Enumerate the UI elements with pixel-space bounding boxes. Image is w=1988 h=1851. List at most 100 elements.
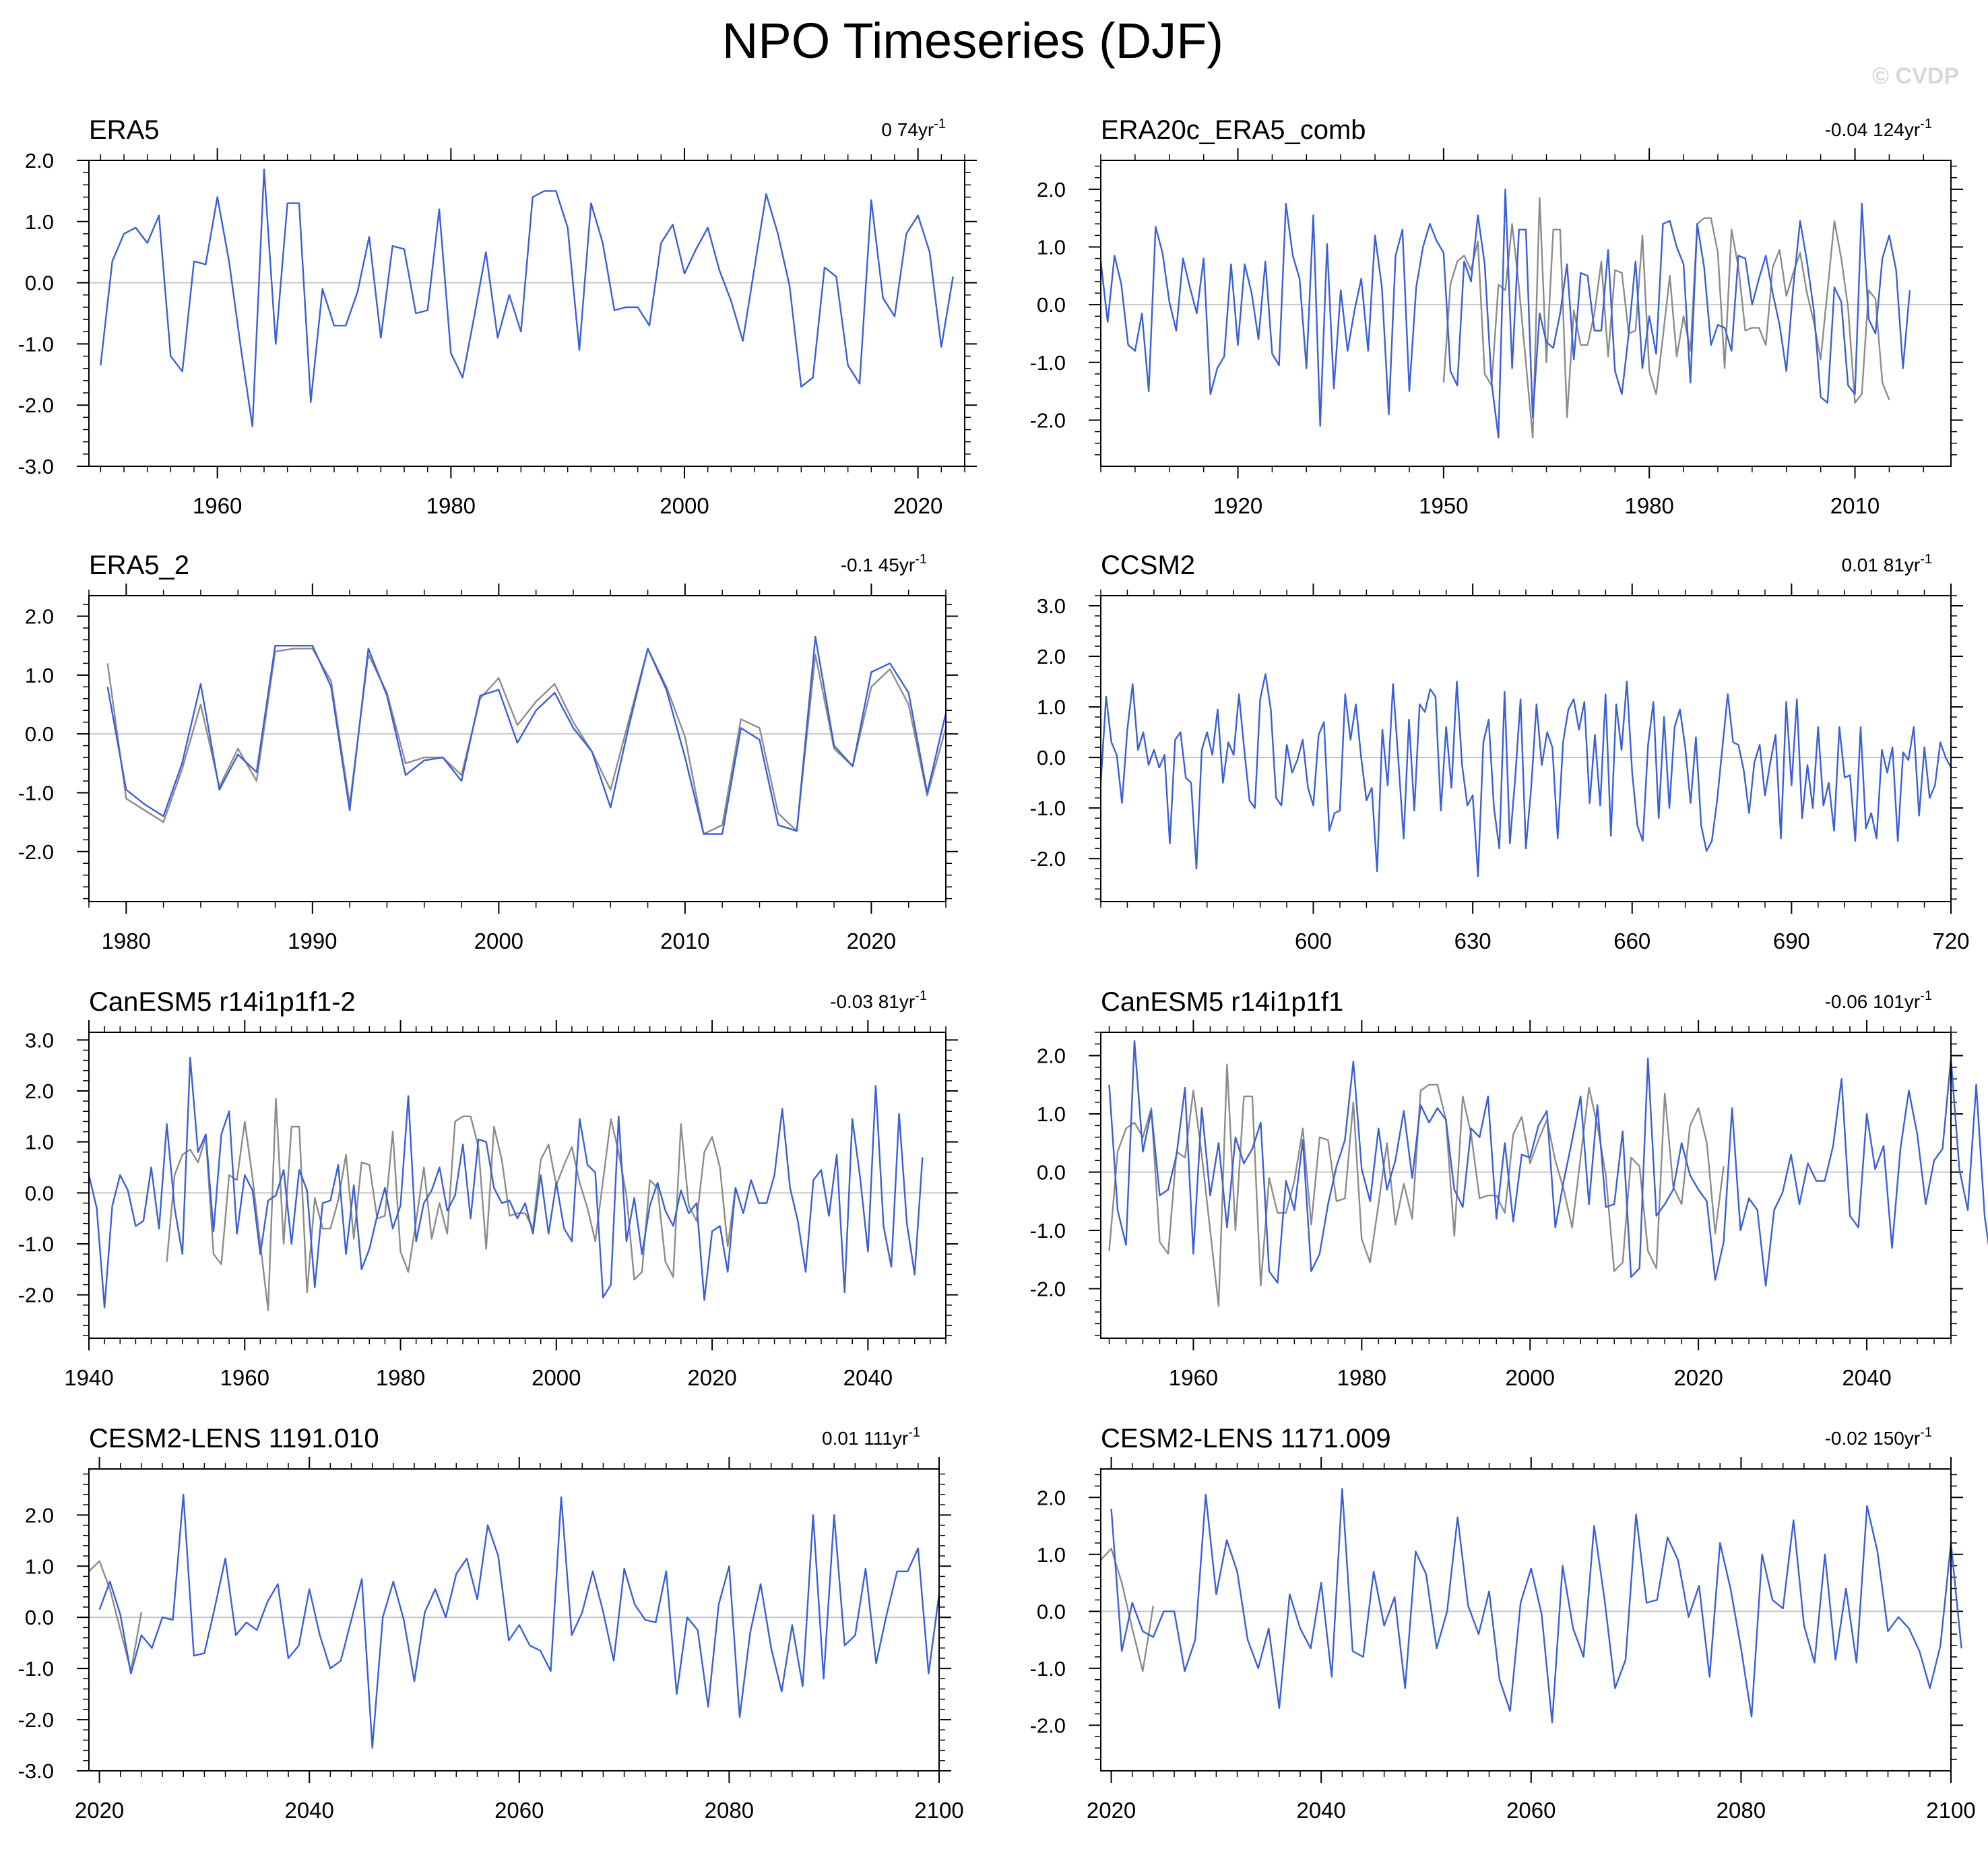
y-tick-label: 0.0 bbox=[25, 722, 54, 746]
panel-stat-text: 0.01 111yr bbox=[822, 1428, 908, 1449]
panel-stat-exponent: -1 bbox=[1920, 117, 1932, 131]
x-tick-label: 1980 bbox=[376, 1365, 425, 1390]
y-tick-label: 2.0 bbox=[25, 149, 54, 172]
panel-stat-text: -0.02 150yr bbox=[1825, 1428, 1921, 1449]
panel-stat-exponent: -1 bbox=[1920, 1425, 1932, 1440]
y-tick-label: -2.0 bbox=[1030, 1714, 1066, 1737]
x-tick-label: 2040 bbox=[284, 1798, 333, 1823]
y-tick-label: -2.0 bbox=[1030, 1277, 1066, 1300]
y-tick-label: -2.0 bbox=[18, 840, 54, 864]
plot-frame bbox=[1100, 1032, 1952, 1339]
panel-title: CanESM5 r14i1p1f1-2 bbox=[89, 987, 356, 1017]
y-tick-label: 2.0 bbox=[1037, 1486, 1066, 1509]
watermark: © CVDP bbox=[1872, 63, 1959, 89]
x-tick-label: 1990 bbox=[288, 929, 337, 953]
y-tick-label: 3.0 bbox=[25, 1028, 54, 1052]
y-tick-label: 0.0 bbox=[25, 1606, 54, 1629]
panel-stat-exponent: -1 bbox=[1920, 989, 1932, 1003]
panel-8: CESM2-LENS 1171.009 -0.02 150yr-1 -2.0 -1.0… bbox=[1030, 1424, 1976, 1823]
series-line-obs bbox=[1100, 1548, 1155, 1672]
panel-5: CanESM5 r14i1p1f1-2 -0.03 81yr-1 -2.0 -1.0 0… bbox=[18, 987, 958, 1390]
panel-3: ERA5_2 -0.1 45yr-1 -2.0 -1.0 0.0 1.0 2.0 1980 19… bbox=[18, 551, 958, 953]
panel-stat: -0.06 101yr-1 bbox=[1825, 989, 1932, 1012]
x-tick-label: 2080 bbox=[705, 1798, 754, 1823]
series-line-comb bbox=[1099, 188, 1911, 439]
y-tick-label: -2.0 bbox=[1030, 847, 1066, 871]
panel-stat-exponent: -1 bbox=[915, 552, 927, 567]
plot-frame bbox=[88, 160, 965, 467]
y-tick-label: -1.0 bbox=[18, 1657, 54, 1681]
plot-frame bbox=[88, 1468, 940, 1771]
x-tick-label: 2100 bbox=[914, 1798, 963, 1823]
y-tick-label: -2.0 bbox=[18, 1284, 54, 1307]
panel-6: CanESM5 r14i1p1f1 -0.06 101yr-1 -2.0 -1.0 0.… bbox=[1030, 987, 1988, 1390]
y-tick-label: 2.0 bbox=[1037, 645, 1066, 668]
x-tick-label: 2020 bbox=[687, 1365, 736, 1390]
series-line-era5 bbox=[100, 168, 954, 428]
y-tick-label: -2.0 bbox=[18, 1708, 54, 1732]
x-tick-label: 2040 bbox=[1296, 1798, 1345, 1823]
x-tick-label: 2010 bbox=[1830, 493, 1880, 518]
panel-stat: -0.03 81yr-1 bbox=[830, 989, 927, 1012]
x-tick-label: 660 bbox=[1613, 929, 1650, 953]
series-line-cesm2-lens bbox=[1110, 1488, 1962, 1724]
x-tick-label: 2040 bbox=[843, 1365, 893, 1390]
x-tick-label: 2020 bbox=[847, 929, 896, 953]
panel-stat-exponent: -1 bbox=[934, 117, 946, 131]
panel-stat-text: 0 74yr bbox=[881, 119, 934, 140]
y-tick-label: 2.0 bbox=[25, 1079, 54, 1103]
panel-stat: -0.1 45yr-1 bbox=[841, 552, 927, 575]
panel-stat-exponent: -1 bbox=[1920, 552, 1932, 567]
panel-stat: 0.01 81yr-1 bbox=[1841, 552, 1932, 575]
panel-stat: 0 74yr-1 bbox=[881, 117, 946, 140]
plot-frame bbox=[1100, 160, 1952, 467]
series-line-ccsm2 bbox=[1099, 673, 1952, 877]
series-line-obs bbox=[88, 1560, 143, 1672]
y-tick-label: 2.0 bbox=[1037, 1044, 1066, 1068]
panel-title: CanESM5 r14i1p1f1 bbox=[1101, 987, 1343, 1017]
x-tick-label: 1960 bbox=[220, 1365, 269, 1390]
y-tick-label: -2.0 bbox=[1030, 408, 1066, 432]
y-tick-label: -1.0 bbox=[1030, 1657, 1066, 1681]
y-tick-label: 0.0 bbox=[25, 1181, 54, 1205]
x-tick-label: 1980 bbox=[1624, 493, 1673, 518]
x-tick-label: 2020 bbox=[1087, 1798, 1136, 1823]
plot-frame bbox=[1100, 1468, 1952, 1771]
panel-stat-text: -0.06 101yr bbox=[1825, 991, 1921, 1012]
y-tick-label: -1.0 bbox=[1030, 1219, 1066, 1243]
x-tick-label: 2020 bbox=[75, 1798, 124, 1823]
panel-stat-exponent: -1 bbox=[915, 989, 927, 1003]
y-tick-label: -1.0 bbox=[1030, 796, 1066, 820]
x-tick-label: 1980 bbox=[1337, 1365, 1386, 1390]
x-tick-label: 600 bbox=[1295, 929, 1332, 953]
x-tick-label: 1980 bbox=[426, 493, 476, 518]
panel-stat-text: -0.03 81yr bbox=[830, 991, 915, 1012]
series-line-canesm5-2 bbox=[88, 1057, 924, 1309]
y-tick-label: -3.0 bbox=[18, 1759, 54, 1783]
y-tick-label: -1.0 bbox=[18, 332, 54, 356]
panel-title: ERA5_2 bbox=[89, 551, 189, 580]
panel-title: ERA20c_ERA5_comb bbox=[1101, 115, 1366, 145]
series-line-cesm2-lens bbox=[98, 1493, 940, 1749]
x-tick-label: 2100 bbox=[1926, 1798, 1975, 1823]
x-tick-label: 2080 bbox=[1717, 1798, 1766, 1823]
x-tick-label: 2000 bbox=[532, 1365, 581, 1390]
x-tick-label: 1950 bbox=[1419, 493, 1468, 518]
panel-stat: 0.01 111yr-1 bbox=[822, 1425, 920, 1449]
panel-title: ERA5 bbox=[89, 115, 160, 145]
y-tick-label: 1.0 bbox=[1037, 235, 1066, 259]
x-tick-label: 2000 bbox=[474, 929, 523, 953]
y-tick-label: 0.0 bbox=[1037, 1161, 1066, 1185]
panel-4: CCSM2 0.01 81yr-1 -2.0 -1.0 0.0 1.0 2.0 3.0 600 6… bbox=[1030, 551, 1970, 953]
y-tick-label: 1.0 bbox=[25, 1131, 54, 1154]
x-tick-label: 1960 bbox=[193, 493, 242, 518]
plot-frame bbox=[88, 595, 947, 902]
series-line-canesm5 bbox=[166, 1098, 736, 1311]
x-tick-label: 2000 bbox=[660, 493, 709, 518]
panel-title: CCSM2 bbox=[1101, 551, 1195, 580]
series-line-era5 bbox=[106, 648, 947, 835]
y-tick-label: 1.0 bbox=[25, 664, 54, 687]
y-tick-label: 2.0 bbox=[25, 1503, 54, 1527]
